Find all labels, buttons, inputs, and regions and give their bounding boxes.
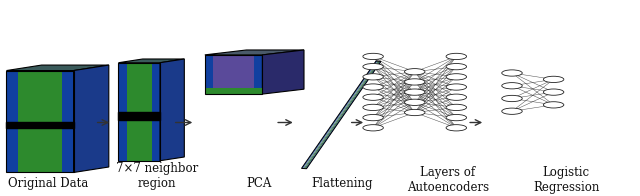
Polygon shape [262,50,304,94]
Polygon shape [205,88,262,94]
Circle shape [404,69,425,75]
Circle shape [446,53,467,60]
Circle shape [446,84,467,90]
Polygon shape [74,65,109,172]
Polygon shape [303,61,379,169]
Text: Flattening: Flattening [312,177,373,190]
Polygon shape [152,63,160,161]
Circle shape [543,89,564,95]
Polygon shape [160,59,184,161]
Circle shape [446,104,467,111]
Circle shape [446,94,467,100]
Circle shape [502,108,522,114]
Circle shape [404,89,425,95]
Polygon shape [205,55,214,94]
Circle shape [446,74,467,80]
Polygon shape [118,63,127,161]
Polygon shape [6,65,109,71]
Circle shape [404,109,425,116]
Polygon shape [305,61,381,169]
Circle shape [502,70,522,76]
Text: PCA: PCA [246,177,272,190]
Text: Layers of
Autoencoders: Layers of Autoencoders [407,166,489,194]
Circle shape [363,84,383,90]
Polygon shape [301,61,377,169]
Circle shape [404,79,425,85]
Text: Original Data: Original Data [8,177,88,190]
Circle shape [363,104,383,111]
Circle shape [363,125,383,131]
Circle shape [363,74,383,80]
Text: Logistic
Regression: Logistic Regression [533,166,600,194]
Circle shape [446,125,467,131]
Polygon shape [6,71,19,172]
Polygon shape [254,55,262,94]
Polygon shape [303,61,378,169]
Circle shape [446,114,467,121]
Circle shape [502,95,522,102]
Circle shape [363,64,383,70]
Polygon shape [205,50,304,55]
Polygon shape [127,63,152,161]
Circle shape [363,114,383,121]
Polygon shape [305,61,380,169]
Circle shape [363,94,383,100]
Polygon shape [19,71,61,172]
Circle shape [404,99,425,105]
Polygon shape [214,55,254,94]
Polygon shape [118,59,184,63]
Polygon shape [61,71,74,172]
Circle shape [502,83,522,89]
Circle shape [543,102,564,108]
Circle shape [363,53,383,60]
Circle shape [446,64,467,70]
Text: 7×7 neighbor
region: 7×7 neighbor region [116,162,198,190]
Circle shape [543,76,564,83]
